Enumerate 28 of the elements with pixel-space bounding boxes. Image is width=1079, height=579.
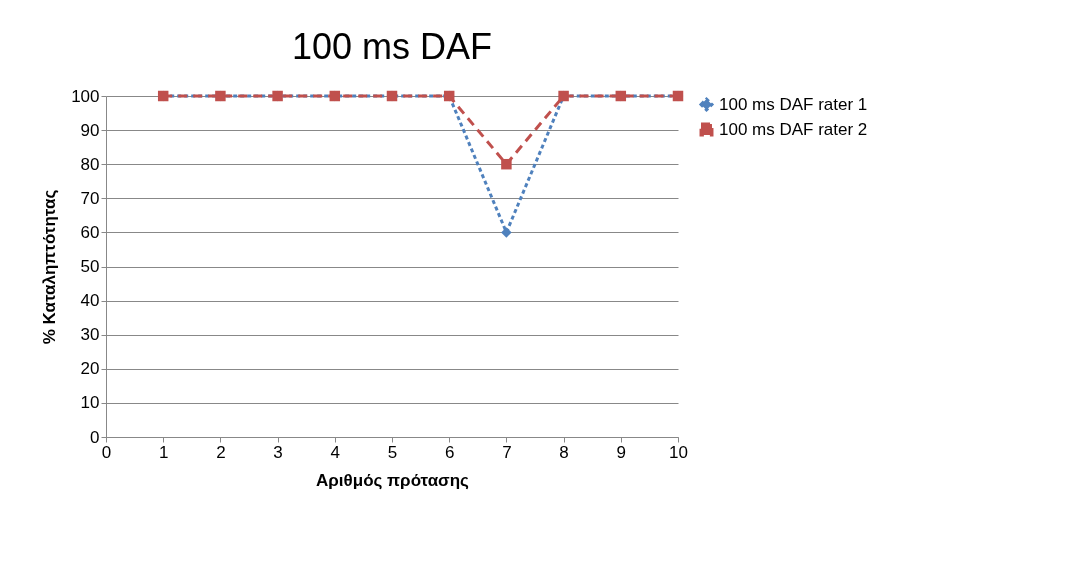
y-tick-label: 10 — [80, 393, 100, 413]
x-tick-label: 10 — [669, 442, 688, 462]
x-tick-label: 4 — [330, 442, 341, 462]
y-axis-title: % Καταληπτότητας — [40, 189, 60, 345]
y-tick-label: 80 — [80, 154, 100, 174]
x-axis-title: Αριθμός πρότασης — [316, 470, 470, 490]
y-tick-label: 40 — [80, 291, 100, 311]
y-tick-label: 90 — [80, 120, 100, 140]
legend-label: 100 ms DAF rater 2 — [719, 119, 868, 139]
y-tick-label: 0 — [90, 427, 100, 447]
x-tick-label: 2 — [216, 442, 226, 462]
point — [501, 158, 512, 170]
y-tick-label: 60 — [80, 222, 100, 242]
x-tick-label: 9 — [616, 442, 627, 462]
x-tick-label: 7 — [502, 442, 512, 462]
y-tick-label: 70 — [80, 188, 100, 208]
x-tick-label: 5 — [387, 442, 398, 462]
y-tick-label: 20 — [80, 359, 100, 379]
chart-title: 100 ms DAF — [291, 26, 493, 67]
x-tick-label: 6 — [444, 442, 455, 462]
x-tick-label: 1 — [158, 442, 169, 462]
y-tick-label: 50 — [80, 257, 100, 276]
point — [501, 227, 512, 238]
legend-label: 100 ms DAF rater 1 — [719, 94, 868, 114]
y-tick-label: 100 — [71, 86, 100, 106]
x-tick-label: 8 — [559, 442, 569, 462]
x-tick-label: 3 — [273, 442, 283, 462]
y-tick-label: 30 — [80, 325, 100, 345]
